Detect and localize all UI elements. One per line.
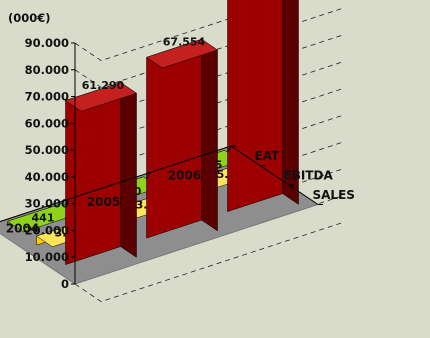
bar-eat-2004: 441	[6, 202, 80, 233]
x-tick	[65, 198, 70, 206]
y-tick-label: 80.000	[25, 63, 69, 77]
y-tick-label: 40.000	[25, 170, 69, 184]
series-label-eat: EAT	[255, 149, 281, 163]
x-axis-line	[0, 145, 232, 223]
y-tick-label: 60.000	[25, 116, 69, 130]
x-tick	[227, 145, 232, 153]
series-axis-line	[230, 145, 319, 205]
y-tick-label: 30.000	[25, 197, 69, 211]
y-tick-label: 90.000	[25, 36, 69, 50]
series-label-ebitda: EBITDA	[284, 168, 334, 182]
bar-front-face	[65, 82, 121, 265]
y-tick-label: 50.000	[25, 143, 69, 157]
bar-side-face	[201, 38, 218, 232]
bar-front-face	[227, 0, 283, 212]
bar-top-face	[64, 82, 138, 112]
y-tick-label: 0	[61, 277, 69, 291]
data-label-sales-2004: 61.290	[82, 79, 125, 92]
y-tick-label: 20.000	[25, 223, 69, 237]
data-label-eat-2004: 441	[32, 212, 55, 225]
gridline	[74, 221, 345, 303]
bar-top-face	[145, 38, 219, 69]
bar-front-face	[146, 38, 202, 239]
bars-layer: 1.5151.0304415.4193.8763.39583.36967.554…	[6, 0, 299, 265]
x-tick-label-2006: 2006	[168, 168, 201, 182]
x-tick	[146, 172, 151, 179]
x-tick-label-2005: 2005	[87, 195, 120, 209]
bar-sales-2005: 67.554	[145, 36, 219, 239]
y-tick-label: 70.000	[25, 90, 69, 104]
axis-layer: 0 10.000 20.000 30.000 40.000 50.000 60.000 70.…	[0, 36, 355, 291]
bar-side-face	[120, 82, 137, 258]
bar-sales-2006: 83.369	[227, 0, 299, 212]
x-tick-label-2004: 2004	[6, 221, 39, 235]
y-tick-label: 10.000	[25, 250, 69, 264]
unit-label: (000€)	[8, 11, 51, 25]
bar-sales-2004: 61.290	[64, 79, 138, 265]
data-label-sales-2005: 67.554	[163, 36, 206, 49]
series-label-sales: SALES	[313, 188, 355, 202]
